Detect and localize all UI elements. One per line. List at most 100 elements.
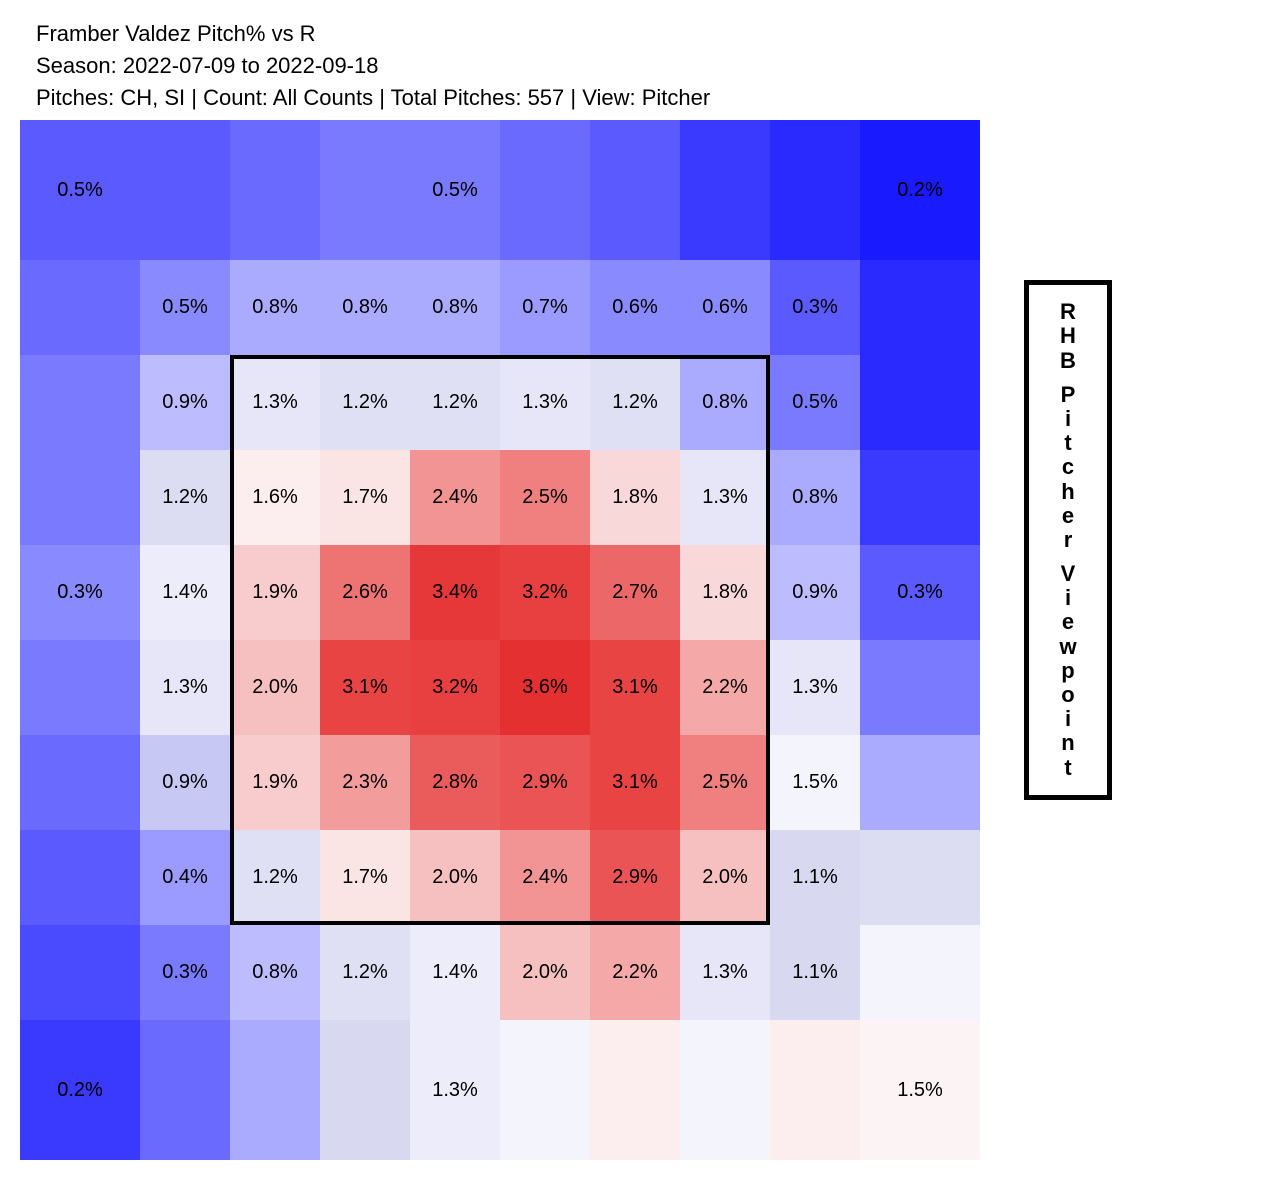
heatmap-cell: 1.4% bbox=[140, 545, 230, 640]
heatmap-cell bbox=[20, 925, 140, 1020]
heatmap-cell: 0.6% bbox=[680, 260, 770, 355]
heatmap-cell: 0.3% bbox=[140, 925, 230, 1020]
heatmap-cell bbox=[20, 830, 140, 925]
heatmap-cell: 2.9% bbox=[590, 830, 680, 925]
heatmap-cell bbox=[20, 640, 140, 735]
heatmap-cell bbox=[230, 1020, 320, 1160]
heatmap-cell bbox=[20, 450, 140, 545]
heatmap-cell: 1.4% bbox=[410, 925, 500, 1020]
heatmap-cell: 3.1% bbox=[320, 640, 410, 735]
heatmap-cell: 0.2% bbox=[20, 1020, 140, 1160]
heatmap-cell bbox=[680, 120, 770, 260]
heatmap-cell: 1.8% bbox=[590, 450, 680, 545]
heatmap-cell: 1.7% bbox=[320, 830, 410, 925]
heatmap-cell: 1.9% bbox=[230, 735, 320, 830]
heatmap-cell: 2.0% bbox=[230, 640, 320, 735]
heatmap-cell: 0.9% bbox=[140, 355, 230, 450]
heatmap-cell: 1.3% bbox=[410, 1020, 500, 1160]
heatmap-cell bbox=[20, 355, 140, 450]
heatmap-cell bbox=[860, 830, 980, 925]
heatmap-cell: 2.0% bbox=[680, 830, 770, 925]
heatmap-cell bbox=[320, 1020, 410, 1160]
heatmap-cell: 1.2% bbox=[140, 450, 230, 545]
heatmap-cell: 2.5% bbox=[680, 735, 770, 830]
heatmap-cell: 0.8% bbox=[770, 450, 860, 545]
heatmap-cell bbox=[140, 120, 230, 260]
heatmap-cell: 2.3% bbox=[320, 735, 410, 830]
heatmap-cell: 0.5% bbox=[20, 120, 140, 260]
heatmap-cell: 0.8% bbox=[680, 355, 770, 450]
heatmap-cell bbox=[860, 450, 980, 545]
heatmap-cell bbox=[140, 1020, 230, 1160]
heatmap-cell: 2.0% bbox=[410, 830, 500, 925]
heatmap-cell: 1.5% bbox=[860, 1020, 980, 1160]
heatmap-cell: 1.3% bbox=[680, 925, 770, 1020]
heatmap-cell bbox=[500, 120, 590, 260]
heatmap-cell bbox=[860, 925, 980, 1020]
heatmap-cell: 1.2% bbox=[230, 830, 320, 925]
title-line-3: Pitches: CH, SI | Count: All Counts | To… bbox=[36, 82, 710, 114]
heatmap-cell: 2.9% bbox=[500, 735, 590, 830]
heatmap-cell: 1.3% bbox=[140, 640, 230, 735]
heatmap-cell: 2.5% bbox=[500, 450, 590, 545]
heatmap-cell: 0.3% bbox=[860, 545, 980, 640]
heatmap-cell bbox=[680, 1020, 770, 1160]
heatmap-cell: 1.6% bbox=[230, 450, 320, 545]
heatmap-cell: 1.7% bbox=[320, 450, 410, 545]
heatmap-cell: 0.3% bbox=[770, 260, 860, 355]
heatmap-cell: 0.8% bbox=[410, 260, 500, 355]
heatmap-cell: 0.6% bbox=[590, 260, 680, 355]
heatmap-cell bbox=[770, 1020, 860, 1160]
heatmap-cell: 0.5% bbox=[770, 355, 860, 450]
heatmap-cell: 3.2% bbox=[410, 640, 500, 735]
heatmap-cell: 2.2% bbox=[680, 640, 770, 735]
heatmap-cell: 0.3% bbox=[20, 545, 140, 640]
heatmap-cell: 2.7% bbox=[590, 545, 680, 640]
heatmap-cell: 1.2% bbox=[410, 355, 500, 450]
heatmap-cell: 3.6% bbox=[500, 640, 590, 735]
heatmap-cell: 2.4% bbox=[410, 450, 500, 545]
heatmap-cell: 0.5% bbox=[410, 120, 500, 260]
heatmap-cell: 1.2% bbox=[590, 355, 680, 450]
heatmap-cell: 1.1% bbox=[770, 925, 860, 1020]
heatmap-cell: 1.8% bbox=[680, 545, 770, 640]
heatmap-cell: 0.4% bbox=[140, 830, 230, 925]
heatmap-cell: 2.0% bbox=[500, 925, 590, 1020]
heatmap-cell bbox=[860, 640, 980, 735]
heatmap-cell: 1.3% bbox=[500, 355, 590, 450]
heatmap-cell bbox=[770, 120, 860, 260]
heatmap-cell bbox=[20, 260, 140, 355]
heatmap-cell: 1.1% bbox=[770, 830, 860, 925]
heatmap: 0.5%0.5%0.2%0.5%0.8%0.8%0.8%0.7%0.6%0.6%… bbox=[20, 120, 980, 1160]
heatmap-cell: 0.7% bbox=[500, 260, 590, 355]
heatmap-cell bbox=[230, 120, 320, 260]
heatmap-cell: 2.6% bbox=[320, 545, 410, 640]
heatmap-cell bbox=[500, 1020, 590, 1160]
heatmap-cell: 1.2% bbox=[320, 925, 410, 1020]
heatmap-cell: 3.1% bbox=[590, 640, 680, 735]
heatmap-cell bbox=[860, 735, 980, 830]
heatmap-cell: 3.4% bbox=[410, 545, 500, 640]
heatmap-cell: 0.8% bbox=[230, 925, 320, 1020]
heatmap-cell: 2.2% bbox=[590, 925, 680, 1020]
heatmap-cell bbox=[590, 1020, 680, 1160]
heatmap-cell: 3.2% bbox=[500, 545, 590, 640]
heatmap-cell: 1.3% bbox=[770, 640, 860, 735]
heatmap-cell: 0.9% bbox=[770, 545, 860, 640]
heatmap-cell bbox=[20, 735, 140, 830]
heatmap-cell: 0.5% bbox=[140, 260, 230, 355]
heatmap-cell: 3.1% bbox=[590, 735, 680, 830]
heatmap-cell: 1.2% bbox=[320, 355, 410, 450]
title-line-2: Season: 2022-07-09 to 2022-09-18 bbox=[36, 50, 710, 82]
heatmap-cell: 0.8% bbox=[230, 260, 320, 355]
heatmap-cell: 1.3% bbox=[680, 450, 770, 545]
heatmap-cell: 0.2% bbox=[860, 120, 980, 260]
title-line-1: Framber Valdez Pitch% vs R bbox=[36, 18, 710, 50]
heatmap-cell bbox=[860, 355, 980, 450]
viewpoint-label: RHB Pitcher Viewpoint bbox=[1059, 300, 1076, 780]
heatmap-cell bbox=[320, 120, 410, 260]
heatmap-cell: 2.4% bbox=[500, 830, 590, 925]
heatmap-cell: 1.5% bbox=[770, 735, 860, 830]
heatmap-cell: 0.8% bbox=[320, 260, 410, 355]
viewpoint-box: RHB Pitcher Viewpoint bbox=[1024, 280, 1112, 800]
